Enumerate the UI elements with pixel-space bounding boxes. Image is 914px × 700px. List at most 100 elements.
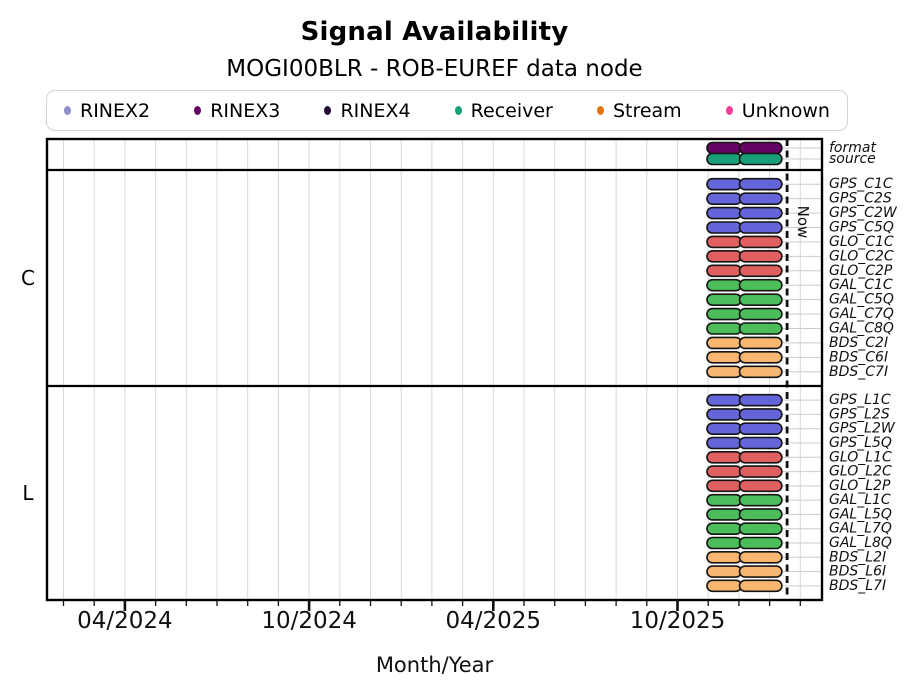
availability-bar-segment: [706, 550, 743, 564]
x-tick-label: 10/2024: [261, 608, 357, 634]
availability-bar-segment: [706, 450, 743, 464]
row-label: GLO_C2P: [829, 263, 893, 279]
availability-bar-segment: [706, 522, 743, 536]
row-label: format: [829, 140, 876, 156]
row-label: GAL_L7Q: [829, 521, 892, 537]
legend-item-receiver: Receiver: [454, 99, 553, 122]
availability-bar-segment: [706, 250, 743, 263]
row-label: GLO_L2P: [829, 478, 891, 494]
legend-item-rinex3: RINEX3: [194, 100, 280, 122]
availability-bar-segment: [738, 177, 783, 191]
row-label: GAL_C5Q: [829, 292, 894, 308]
row-label: GAL_L1C: [829, 492, 891, 508]
row-label: GPS_C2S: [829, 191, 892, 207]
row-label: GPS_L2S: [829, 406, 890, 422]
availability-bar-segment: [706, 221, 743, 234]
availability-bar-segment: [706, 508, 743, 521]
section-label-c: C: [21, 266, 35, 290]
legend-item-label: RINEX4: [340, 99, 411, 122]
row-label: source: [829, 151, 876, 167]
row-label: GAL_L8Q: [829, 535, 892, 551]
section-label-l: L: [22, 481, 34, 505]
availability-bar-segment: [706, 235, 743, 249]
availability-bar-segment: [738, 450, 783, 464]
x-tick-label: 04/2024: [77, 608, 173, 634]
legend-item-label: RINEX3: [210, 99, 281, 122]
legend-item-label: Unknown: [741, 99, 830, 122]
availability-bar-segment: [706, 293, 743, 306]
x-axis-label: Month/Year: [376, 653, 494, 677]
availability-bar-segment: [706, 479, 743, 493]
row-label: BDS_L6I: [829, 564, 886, 580]
legend-item-stream: Stream: [596, 99, 682, 122]
legend-item-rinex2: RINEX2: [64, 100, 150, 122]
legend-item-label: Receiver: [470, 99, 553, 122]
availability-bar-segment: [706, 141, 743, 155]
legend-marker-icon: [194, 106, 202, 115]
availability-bar-segment: [706, 322, 743, 335]
availability-bar-segment: [738, 408, 783, 421]
chart-title: Signal Availability: [300, 17, 569, 47]
legend-marker-icon: [454, 106, 462, 115]
plot-border: [45, 137, 824, 602]
row-label: GLO_L2C: [829, 464, 892, 480]
availability-bar-segment: [738, 493, 783, 507]
row-label: GPS_C2W: [829, 205, 898, 221]
availability-bar-segment: [738, 322, 783, 335]
availability-bar-segment: [738, 206, 783, 220]
availability-bar-segment: [706, 206, 743, 220]
row-label: GPS_L1C: [829, 392, 891, 408]
row-label: GAL_C1C: [829, 277, 893, 293]
availability-bar-segment: [706, 579, 743, 593]
availability-bar-segment: [706, 307, 743, 321]
row-label: GLO_C2C: [829, 248, 894, 264]
row-label: GLO_C1C: [829, 234, 894, 250]
x-tick-label: 10/2025: [630, 608, 726, 634]
legend: RINEX2 RINEX3 RINEX4 Receiver Stream Unknown: [46, 90, 848, 131]
availability-bar-segment: [706, 152, 743, 166]
row-label: GAL_C8Q: [829, 321, 894, 337]
availability-bar-segment: [738, 422, 783, 436]
legend-item-rinex4: RINEX4: [324, 99, 411, 122]
availability-bar-segment: [738, 250, 783, 263]
row-label: BDS_C7I: [829, 364, 888, 380]
legend-item-unknown: Unknown: [725, 99, 830, 122]
availability-bar-segment: [738, 508, 783, 521]
availability-bar-segment: [706, 422, 743, 436]
availability-bar-segment: [738, 278, 783, 292]
row-label: BDS_C6I: [829, 349, 888, 365]
availability-bar-segment: [706, 336, 743, 350]
legend-item-label: Stream: [612, 99, 682, 122]
row-label: GPS_L5Q: [829, 435, 892, 451]
x-tick-label: 04/2025: [446, 608, 542, 634]
row-label: GAL_C7Q: [829, 306, 894, 322]
row-label: BDS_L7I: [829, 578, 886, 594]
availability-bar-segment: [738, 536, 783, 550]
availability-bar-segment: [738, 579, 783, 593]
row-label: GPS_C1C: [829, 176, 893, 192]
legend-marker-icon: [64, 106, 71, 115]
now-label: Now: [794, 206, 812, 239]
availability-bar-segment: [738, 565, 783, 578]
row-label: BDS_L2I: [829, 549, 886, 565]
availability-bar-segment: [706, 351, 743, 364]
availability-bar-segment: [738, 141, 783, 155]
legend-marker-icon: [324, 106, 332, 115]
availability-bar-segment: [738, 365, 783, 379]
row-label: BDS_C2I: [829, 335, 888, 351]
legend-marker-icon: [725, 106, 733, 115]
availability-bar-segment: [706, 177, 743, 191]
legend-item-label: RINEX2: [80, 99, 151, 122]
availability-bar-segment: [738, 393, 783, 407]
availability-bar-segment: [706, 436, 743, 450]
availability-bar-segment: [738, 293, 783, 306]
availability-bar-segment: [738, 192, 783, 205]
availability-bar-segment: [706, 393, 743, 407]
availability-bar-segment: [738, 522, 783, 536]
availability-bar-segment: [706, 278, 743, 292]
availability-bar-segment: [738, 436, 783, 450]
availability-bar-segment: [706, 565, 743, 578]
legend-marker-icon: [596, 106, 604, 115]
availability-bar-segment: [706, 365, 743, 379]
availability-bar-segment: [738, 152, 783, 166]
